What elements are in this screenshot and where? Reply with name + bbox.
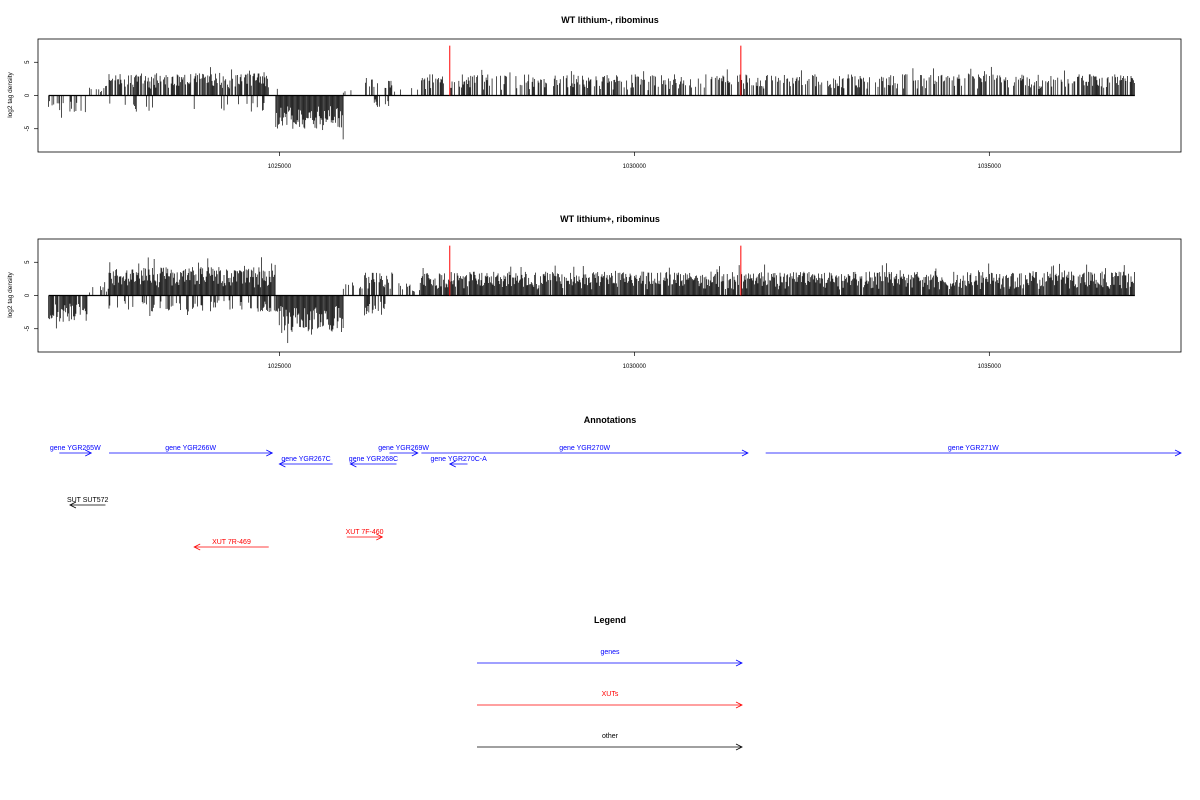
feature-gene-ygr266w: gene YGR266W [108,445,274,457]
legend-title: Legend [594,615,626,625]
legend-label: genes [600,649,620,656]
arrowhead-icon [349,460,357,468]
legend-label: XUTs [602,691,619,698]
panel-title: WT lithium+, ribominus [560,214,660,224]
y-tick-label: -5 [25,125,31,131]
y-tick-label: 5 [25,260,31,264]
x-tick-label: 1025000 [268,364,292,370]
feature-label: gene YGR266W [165,445,216,452]
arrowhead-icon [376,533,384,541]
arrowhead-icon [735,701,743,709]
legend-items: genes XUTs other [477,649,743,751]
feature-gene-ygr270w: gene YGR270W [421,445,749,457]
feature-arrows: gene YGR265W gene YGR266W gene YGR267C gene… [50,445,1182,551]
x-tick-label: 1030000 [623,364,647,370]
arrowhead-icon [1174,449,1182,457]
panel-title: WT lithium-, ribominus [561,15,659,25]
density-panel-lithium-plus: WT lithium+, ribominus log2 tag density … [7,214,1182,370]
x-tick-label: 1030000 [623,164,647,170]
annotations-track: Annotations gene YGR265W gene YGR266Wgene… [50,415,1182,551]
feature-label: gene YGR267C [281,456,330,463]
feature-label: XUT 7R-469 [212,539,251,546]
legend: Legend genes XUTs other [477,615,743,751]
arrowhead-icon [266,449,274,457]
arrowhead-icon [735,743,743,751]
arrowhead-icon [69,501,77,509]
feature-sut-sut572: SUT SUT572 [67,497,109,509]
y-tick-label: -5 [25,325,31,331]
feature-label: gene YGR271W [948,445,999,452]
feature-label: gene YGR270W [559,445,610,452]
arrowhead-icon [193,543,201,551]
feature-label: SUT SUT572 [67,497,109,504]
legend-item-genes: genes [477,649,743,667]
x-tick-label: 1035000 [978,364,1002,370]
feature-gene-ygr269w: gene YGR269W [378,445,429,457]
x-tick-label: 1035000 [978,164,1002,170]
legend-item-other: other [477,733,743,751]
y-axis-label: log2 tag density [7,71,14,117]
marker-lines [449,245,742,296]
arrowhead-icon [411,449,419,457]
feature-label: gene YGR268C [349,456,398,463]
feature-label: gene YGR265W [50,445,101,452]
axes: 1025000 1030000 1035000 5 0 -5 [25,260,1002,370]
annotations-title: Annotations [584,415,637,425]
feature-label: gene YGR269W [378,445,429,452]
feature-xut-7r-469: XUT 7R-469 [193,539,269,551]
feature-gene-ygr271w: gene YGR271W [765,445,1182,457]
arrowhead-icon [735,659,743,667]
feature-label: gene YGR270C-A [430,456,487,463]
feature-gene-ygr270c-a: gene YGR270C-A [430,456,487,468]
marker-lines [449,45,742,96]
y-tick-label: 0 [25,93,31,97]
bar-series [48,257,1135,344]
legend-item-xuts: XUTs [477,691,743,709]
density-panel-lithium-minus: WT lithium-, ribominus log2 tag density … [7,15,1182,170]
legend-label: other [602,733,619,740]
axes: 1025000 1030000 1035000 5 0 -5 [25,60,1002,170]
y-tick-label: 0 [25,293,31,297]
bar-series [48,66,1135,140]
y-axis-label: log2 tag density [7,271,14,317]
arrowhead-icon [448,460,456,468]
arrowhead-icon [278,460,286,468]
arrowhead-icon [741,449,749,457]
feature-gene-ygr268c: gene YGR268C [349,456,398,468]
y-tick-label: 5 [25,60,31,64]
feature-gene-ygr267c: gene YGR267C [278,456,333,468]
feature-xut-7f-460: XUT 7F-460 [346,529,384,541]
feature-gene-ygr265w: gene YGR265W [50,445,101,457]
arrowhead-icon [85,449,93,457]
x-tick-label: 1025000 [268,164,292,170]
feature-label: XUT 7F-460 [346,529,384,536]
